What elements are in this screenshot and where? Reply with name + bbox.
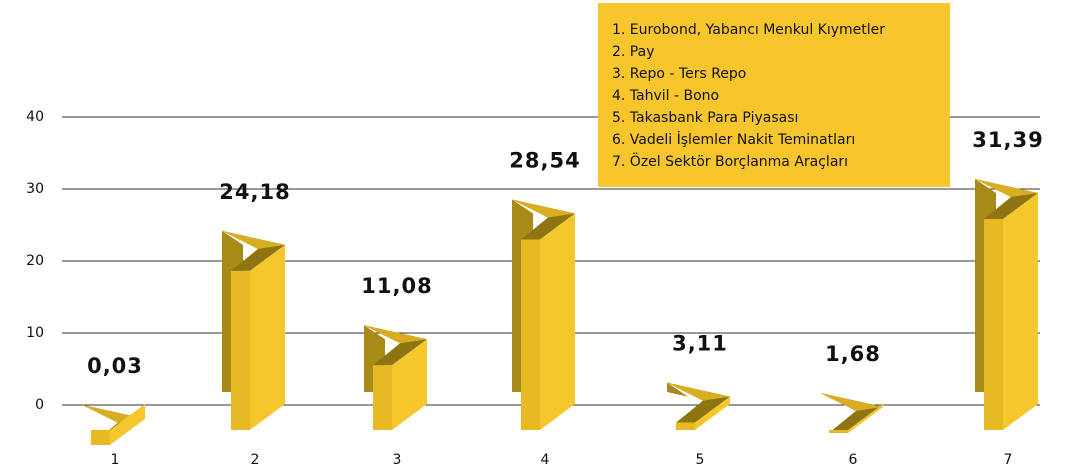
bar-side bbox=[676, 422, 695, 430]
bar-top bbox=[667, 382, 730, 423]
y-tick-label: 20 bbox=[26, 253, 44, 269]
bar-group bbox=[820, 392, 883, 433]
bar bbox=[250, 244, 285, 430]
bar-top-light bbox=[667, 382, 730, 401]
legend-item: 1. Eurobond, Yabancı Menkul Kıymetler bbox=[612, 22, 885, 38]
legend-item: 3. Repo - Ters Repo bbox=[612, 66, 746, 82]
y-tick-label: 30 bbox=[26, 181, 44, 197]
value-label: 1,68 bbox=[825, 342, 881, 366]
y-tick-label: 40 bbox=[26, 109, 44, 125]
value-label: 28,54 bbox=[509, 149, 580, 173]
bar bbox=[392, 339, 427, 430]
bar bbox=[848, 404, 883, 433]
value-label: 24,18 bbox=[219, 180, 290, 204]
value-label: 11,08 bbox=[361, 274, 432, 298]
bar-top-light bbox=[975, 178, 1038, 197]
x-tick-label: 2 bbox=[251, 452, 260, 468]
x-tick-label: 7 bbox=[1004, 452, 1013, 468]
bar-back bbox=[667, 382, 688, 397]
bar-top-light bbox=[222, 230, 285, 249]
legend-item: 5. Takasbank Para Piyasası bbox=[612, 110, 798, 126]
bar-group bbox=[512, 199, 575, 430]
bar-side bbox=[373, 365, 392, 430]
bar-group bbox=[364, 325, 427, 430]
bar-side bbox=[231, 270, 250, 430]
bar bbox=[540, 213, 575, 430]
legend-box bbox=[598, 3, 950, 187]
x-tick-label: 6 bbox=[849, 452, 858, 468]
bar bbox=[1003, 192, 1038, 430]
bar bbox=[695, 396, 730, 430]
bar-top-light bbox=[512, 199, 575, 218]
bar-side bbox=[91, 430, 110, 445]
x-tick-label: 4 bbox=[541, 452, 550, 468]
bar-group bbox=[222, 230, 285, 430]
legend-item: 7. Özel Sektör Borçlanma Araçları bbox=[612, 152, 848, 170]
bar-top-light bbox=[364, 325, 427, 344]
bar-side bbox=[521, 239, 540, 430]
value-label: 31,39 bbox=[972, 128, 1043, 152]
bar-group bbox=[82, 404, 145, 445]
x-tick-label: 1 bbox=[111, 452, 120, 468]
legend-item: 4. Tahvil - Bono bbox=[612, 88, 719, 104]
value-label: 0,03 bbox=[87, 354, 143, 378]
value-label: 3,11 bbox=[672, 332, 728, 356]
x-tick-label: 5 bbox=[696, 452, 705, 468]
x-tick-label: 3 bbox=[393, 452, 402, 468]
legend-item: 2. Pay bbox=[612, 44, 655, 60]
y-tick-label: 0 bbox=[35, 397, 44, 413]
bar-top-light bbox=[820, 392, 883, 411]
bar-group bbox=[667, 382, 730, 430]
bar-side bbox=[984, 218, 1003, 430]
bar-side bbox=[829, 430, 848, 433]
bar-group bbox=[975, 178, 1038, 430]
y-tick-label: 10 bbox=[26, 325, 44, 341]
bar bbox=[110, 404, 145, 445]
legend-item: 6. Vadeli İşlemler Nakit Teminatları bbox=[612, 130, 855, 148]
